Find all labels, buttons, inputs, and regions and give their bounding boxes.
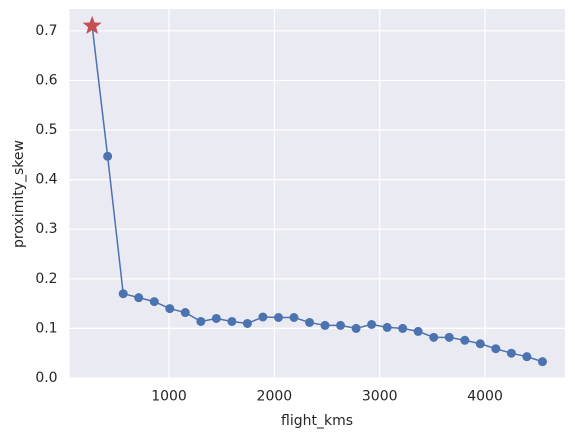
plot-area [69,9,565,379]
marker [273,312,283,322]
y-tick-label: 0.3 [35,221,57,237]
marker [196,316,206,326]
marker [413,326,423,336]
x-tick-label: 1000 [151,389,187,405]
marker [398,323,408,333]
y-tick-label: 0.5 [35,122,57,138]
marker [211,313,221,323]
marker [149,297,159,307]
marker [460,335,470,345]
marker [305,317,315,327]
y-tick-label: 0.0 [35,370,57,386]
marker [242,318,252,328]
marker [336,320,346,330]
marker [134,293,144,303]
marker [118,289,128,299]
marker [103,151,113,161]
y-tick-label: 0.7 [35,23,57,39]
x-tick-label: 3000 [362,389,398,405]
x-axis-label: flight_kms [281,413,353,429]
y-tick-label: 0.4 [35,172,57,188]
marker [506,348,516,358]
x-tick-label: 2000 [257,389,293,405]
marker [522,352,532,362]
marker [289,312,299,322]
marker [258,312,268,322]
x-tick-label: 4000 [467,389,503,405]
highlight-star [82,15,102,34]
marker [165,304,175,314]
marker [444,332,454,342]
y-tick-label: 0.6 [35,72,57,88]
marker [227,316,237,326]
marker [491,344,501,354]
marker [429,332,439,342]
marker [351,323,361,333]
y-tick-label: 0.1 [35,320,57,336]
y-tick-label: 0.2 [35,271,57,287]
y-axis-label: proximity_skew [11,140,27,248]
marker [382,322,392,332]
marker [180,308,190,318]
marker [537,357,547,367]
marker [320,320,330,330]
marker [367,319,377,329]
marker [475,339,485,349]
